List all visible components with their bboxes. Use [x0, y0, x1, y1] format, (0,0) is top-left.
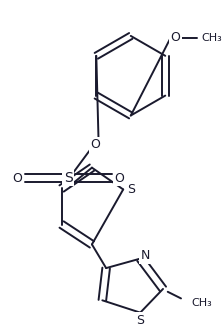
Text: S: S — [64, 171, 73, 185]
Text: O: O — [170, 31, 180, 44]
Text: O: O — [114, 171, 124, 185]
Text: CH₃: CH₃ — [202, 33, 223, 43]
Text: O: O — [90, 138, 100, 151]
Text: S: S — [136, 314, 144, 327]
Text: S: S — [127, 183, 135, 196]
Text: CH₃: CH₃ — [192, 298, 212, 308]
Text: N: N — [140, 249, 150, 262]
Text: O: O — [12, 171, 22, 185]
